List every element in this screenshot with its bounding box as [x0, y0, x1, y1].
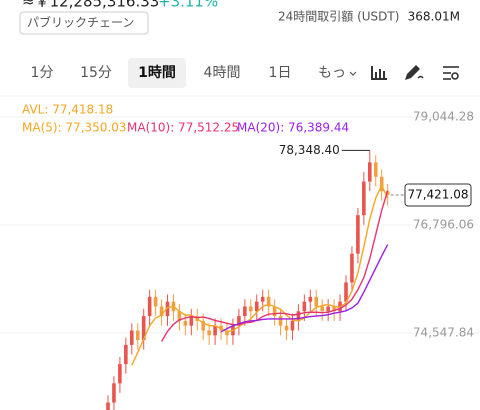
candle-body: [135, 330, 140, 341]
ma-line: [131, 183, 389, 366]
volume-value: 368.01M: [408, 10, 460, 24]
candle-body: [302, 301, 307, 312]
legend-ma: MA(10): 77,512.25: [127, 121, 239, 135]
tab-selected[interactable]: 1時間: [138, 64, 176, 81]
candle-body: [290, 320, 295, 331]
candle-body: [260, 296, 265, 302]
candle-body: [177, 311, 182, 321]
candle-body: [159, 306, 164, 317]
candle-body: [141, 316, 146, 341]
candle-body: [165, 301, 170, 317]
candle-body: [356, 215, 360, 254]
candle-body: [272, 306, 277, 317]
candle-body: [314, 296, 319, 307]
candle-body: [249, 306, 253, 312]
tab[interactable]: 1日: [269, 65, 292, 81]
legend-ma: MA(5): 77,350.03: [22, 121, 127, 135]
candle-body: [308, 296, 313, 302]
candle-body: [153, 296, 158, 307]
tag-box: [19, 11, 149, 35]
candle-body: [147, 296, 152, 317]
avl-label: AVL: 77,418.18: [22, 103, 113, 117]
volume-label: 24時間取引額 (USDT): [278, 10, 399, 24]
price: ≈￥12,285,316.33: [22, 0, 159, 11]
candle-body: [189, 316, 194, 326]
candle-body: [368, 162, 372, 182]
ma-line: [220, 244, 389, 333]
high-label: 78,348.40: [279, 143, 340, 157]
tab[interactable]: 1分: [31, 65, 54, 81]
candle-body: [118, 364, 122, 384]
candle-body: [296, 311, 301, 321]
y-tick-label: 74,547.84: [413, 326, 474, 340]
candle-body: [112, 383, 116, 403]
candle-body: [278, 316, 283, 326]
chart-type-icon[interactable]: [371, 66, 387, 80]
candle-body: [201, 320, 205, 331]
candle-body: [350, 253, 354, 283]
candle-body: [362, 181, 366, 216]
settings-icon[interactable]: [443, 66, 459, 80]
candle-body: [373, 162, 378, 177]
candle-body: [213, 325, 217, 336]
tab[interactable]: 15分: [80, 65, 112, 81]
candle-body: [237, 316, 241, 326]
y-tick-label: 79,044.28: [413, 109, 474, 123]
tab[interactable]: 4時間: [204, 65, 241, 81]
ma-line: [160, 190, 389, 342]
tab-more[interactable]: もっ: [318, 65, 346, 81]
tab-selected-bg: [128, 58, 186, 88]
candle-body: [124, 344, 128, 365]
candle-body: [183, 320, 188, 326]
last-price-label: 77,421.08: [407, 187, 468, 201]
candle-body: [344, 282, 348, 302]
candle-body: [338, 301, 342, 312]
candle-body: [207, 330, 211, 336]
candle-body: [106, 402, 110, 410]
candle-body: [225, 330, 229, 336]
candle-body: [320, 306, 324, 312]
candle-body: [326, 306, 330, 312]
more-arrow: [349, 71, 357, 76]
candle-body: [266, 296, 271, 307]
candle-body: [130, 330, 134, 345]
candle-body: [243, 306, 247, 317]
candle-body: [332, 306, 336, 312]
change: +3.11%: [158, 0, 218, 11]
y-tick-label: 76,796.06: [413, 217, 474, 231]
candle-body: [284, 325, 289, 331]
draw-icon[interactable]: [405, 65, 424, 80]
candle-body: [254, 301, 259, 312]
last-price-box: [404, 183, 472, 207]
candle-body: [385, 191, 390, 195]
tag: パブリックチェーン: [27, 15, 134, 30]
legend-ma: MA(20): 76,389.44: [237, 121, 349, 135]
